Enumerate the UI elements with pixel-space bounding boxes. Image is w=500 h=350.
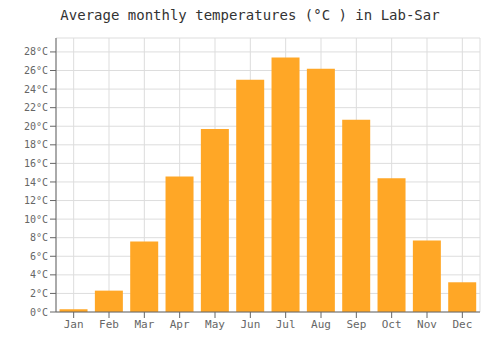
svg-text:0°C: 0°C (30, 307, 48, 318)
svg-text:20°C: 20°C (24, 121, 48, 132)
svg-text:26°C: 26°C (24, 65, 48, 76)
svg-text:Jan: Jan (64, 318, 84, 331)
svg-text:12°C: 12°C (24, 195, 48, 206)
svg-text:Oct: Oct (382, 318, 402, 331)
svg-text:4°C: 4°C (30, 269, 48, 280)
svg-text:8°C: 8°C (30, 232, 48, 243)
svg-text:Sep: Sep (346, 318, 366, 331)
svg-text:6°C: 6°C (30, 251, 48, 262)
svg-text:Jun: Jun (240, 318, 260, 331)
svg-text:28°C: 28°C (24, 46, 48, 57)
html-text:Average monthly temperatures (: Average monthly temperatures (°C ) in La… (60, 7, 440, 23)
svg-text:22°C: 22°C (24, 102, 48, 113)
svg-text:May: May (205, 318, 225, 331)
svg-text:10°C: 10°C (24, 214, 48, 225)
svg-text:Mar: Mar (134, 318, 154, 331)
svg-text:14°C: 14°C (24, 177, 48, 188)
svg-text:18°C: 18°C (24, 139, 48, 150)
svg-text:Feb: Feb (99, 318, 119, 331)
svg-text:2°C: 2°C (30, 288, 48, 299)
svg-text:16°C: 16°C (24, 158, 48, 169)
svg-text:Aug: Aug (311, 318, 331, 331)
svg-text:Nov: Nov (417, 318, 437, 331)
svg-text:24°C: 24°C (24, 84, 48, 95)
svg-text:Jul: Jul (276, 318, 296, 331)
svg-text:Apr: Apr (170, 318, 190, 331)
svg-text:Dec: Dec (452, 318, 472, 331)
